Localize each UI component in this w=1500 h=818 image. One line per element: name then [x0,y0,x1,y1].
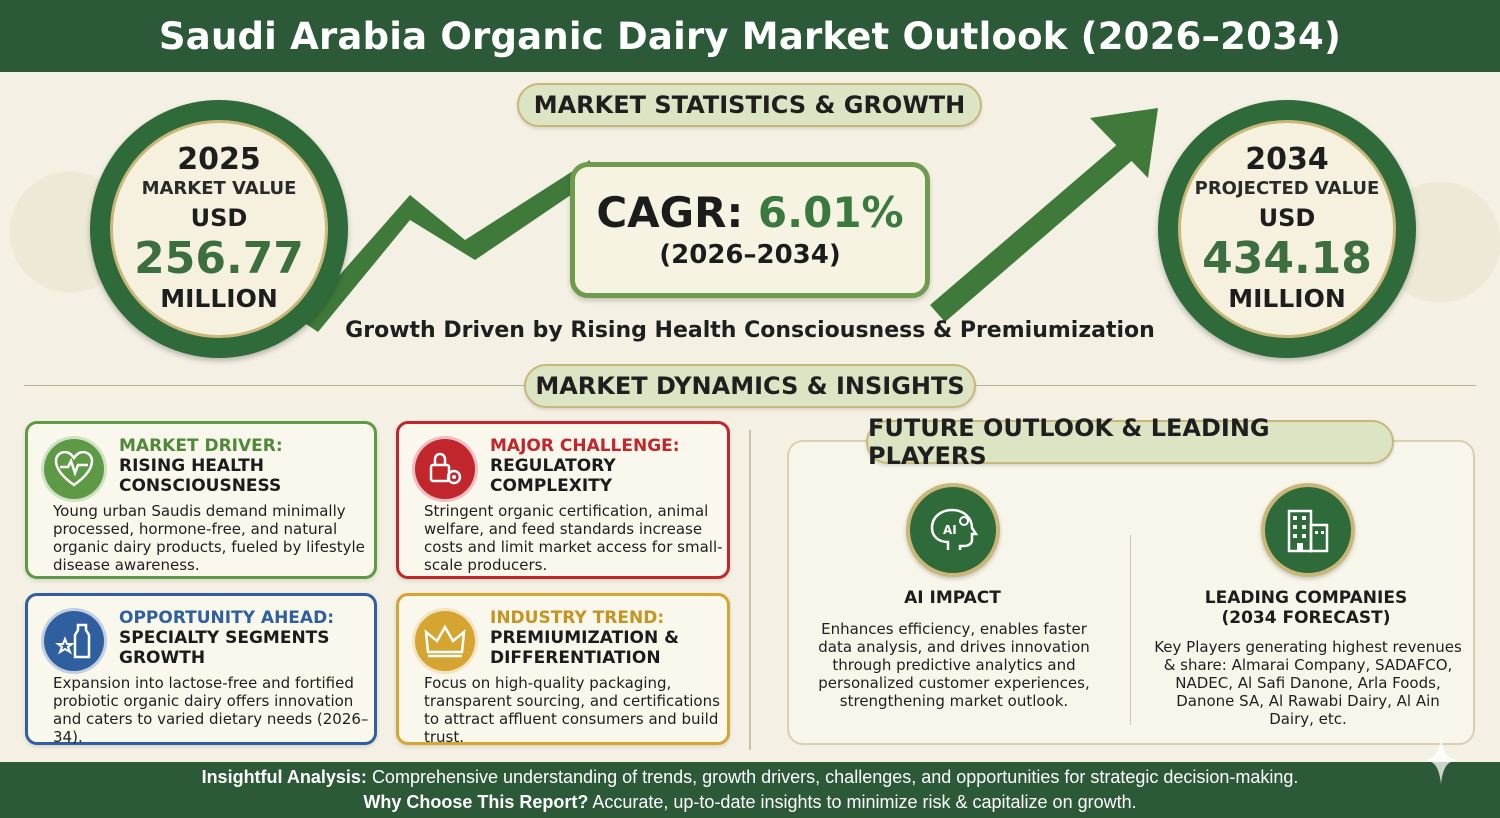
market-statistics-label: MARKET STATISTICS & GROWTH [517,83,982,127]
heart-pulse-icon [41,436,107,502]
stat-2034-year: 2034 [1245,142,1329,177]
stat-2034-unit: MILLION [1228,284,1346,313]
opportunity-desc: Expansion into lactose-free and fortifie… [53,674,369,746]
column-divider [749,430,751,750]
stat-2025-label: MARKET VALUE [141,178,297,199]
header-bar: Saudi Arabia Organic Dairy Market Outloo… [0,0,1500,72]
stat-2025-value: 256.77 [134,233,304,284]
stat-2025-inner: 2025 MARKET VALUE USD 256.77 MILLION [110,120,328,338]
sparkle-icon [1424,736,1458,784]
stat-2025-circle: 2025 MARKET VALUE USD 256.77 MILLION [90,100,348,358]
industry-trend-title: PREMIUMIZATION & DIFFERENTIATION [490,628,679,668]
stat-2025-unit: MILLION [160,284,278,313]
market-driver-kicker: MARKET DRIVER: [119,436,283,456]
cagr-box: CAGR: 6.01% (2026–2034) [570,162,930,298]
opportunity-kicker: OPPORTUNITY AHEAD: [119,608,334,628]
industry-trend-desc: Focus on high-quality packaging, transpa… [424,674,720,746]
leading-companies-title: LEADING COMPANIES (2034 FORECAST) [1204,588,1408,628]
stat-2034-currency: USD [1258,204,1316,232]
market-driver-card: MARKET DRIVER: RISING HEALTH CONSCIOUSNE… [25,421,377,579]
footer-line-2-label: Why Choose This Report? [363,792,589,812]
future-outlook-panel [787,440,1475,745]
ai-impact-desc: Enhances efficiency, enables faster data… [818,620,1090,710]
stat-2034-label: PROJECTED VALUE [1194,178,1380,199]
opportunity-title: SPECIALTY SEGMENTS GROWTH [119,628,330,668]
cagr-value: 6.01% [757,188,904,237]
market-driver-desc: Young urban Saudis demand minimally proc… [53,502,365,574]
cagr-prefix: CAGR: [596,188,744,237]
footer-line-1-text: Comprehensive understanding of trends, g… [371,767,1299,787]
svg-text:AI: AI [943,523,957,537]
ai-brain-icon: AI [906,483,1000,577]
major-challenge-title: REGULATORY COMPLEXITY [490,456,616,496]
stat-2034-value: 434.18 [1202,233,1372,284]
growth-caption: Growth Driven by Rising Health Conscious… [345,318,1155,343]
lock-gear-icon [412,436,478,502]
milk-bottle-icon [41,608,107,674]
major-challenge-kicker: MAJOR CHALLENGE: [490,436,680,456]
stat-2034-circle: 2034 PROJECTED VALUE USD 434.18 MILLION [1158,100,1416,358]
industry-trend-kicker: INDUSTRY TREND: [490,608,665,628]
ai-impact-title: AI IMPACT [904,588,1001,608]
buildings-icon [1261,483,1355,577]
opportunity-card: OPPORTUNITY AHEAD: SPECIALTY SEGMENTS GR… [25,593,377,746]
leading-companies-desc: Key Players generating highest revenues … [1154,638,1462,728]
stat-2034-inner: 2034 PROJECTED VALUE USD 434.18 MILLION [1178,120,1396,338]
future-outlook-label: FUTURE OUTLOOK & LEADING PLAYERS [866,414,1394,470]
major-challenge-desc: Stringent organic certification, animal … [424,502,723,574]
footer-line-1-label: Insightful Analysis: [201,767,367,787]
future-divider [1130,535,1131,725]
footer-bar: Insightful Analysis: Comprehensive under… [0,762,1500,818]
growth-arrow-icon [300,108,1158,332]
cagr-line: CAGR: 6.01% [596,188,903,238]
major-challenge-card: MAJOR CHALLENGE: REGULATORY COMPLEXITY S… [396,421,730,579]
footer-line-1: Insightful Analysis: Comprehensive under… [202,765,1299,790]
cagr-period: (2026–2034) [659,240,841,270]
footer-line-2-text: Accurate, up-to-date insights to minimiz… [592,792,1137,812]
crown-icon [412,608,478,674]
stat-2025-year: 2025 [177,142,261,177]
market-dynamics-label: MARKET DYNAMICS & INSIGHTS [524,364,976,408]
market-driver-title: RISING HEALTH CONSCIOUSNESS [119,456,282,496]
page-title: Saudi Arabia Organic Dairy Market Outloo… [158,14,1342,58]
footer-line-2: Why Choose This Report? Accurate, up-to-… [363,790,1136,815]
stat-2025-currency: USD [190,204,248,232]
industry-trend-card: INDUSTRY TREND: PREMIUMIZATION & DIFFERE… [396,593,730,746]
